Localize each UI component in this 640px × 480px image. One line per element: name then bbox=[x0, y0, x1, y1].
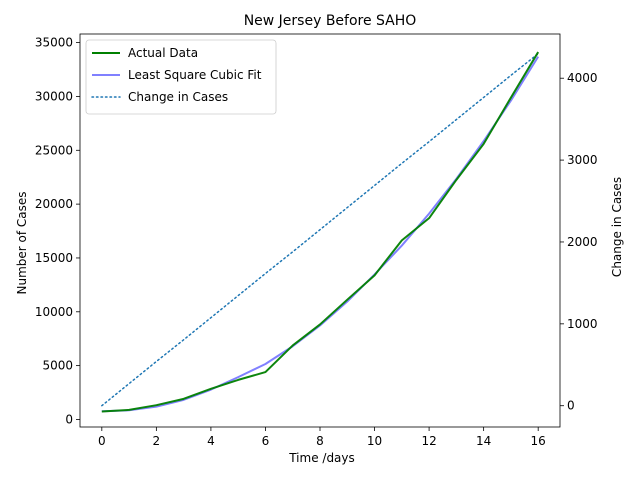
y2-axis-label: Change in Cases bbox=[610, 177, 624, 277]
series-line-3 bbox=[101, 52, 539, 407]
x-tick-label: 16 bbox=[531, 434, 546, 448]
y-tick-label: 35000 bbox=[35, 36, 73, 50]
x-axis-label: Time /days bbox=[288, 451, 355, 465]
y-tick-label: 10000 bbox=[35, 305, 73, 319]
x-tick-label: 10 bbox=[367, 434, 382, 448]
plot-area bbox=[101, 51, 540, 413]
x-tick-label: 8 bbox=[316, 434, 324, 448]
series-line-1 bbox=[101, 51, 540, 413]
x-tick-label: 6 bbox=[262, 434, 270, 448]
y2-tick-label: 2000 bbox=[567, 235, 598, 249]
y-tick-label: 25000 bbox=[35, 143, 73, 157]
y-tick-label: 30000 bbox=[35, 89, 73, 103]
axes: 0 2 4 6 8 10 12 14 16050001000015000200002500030… bbox=[35, 33, 598, 448]
y-tick-label: 5000 bbox=[42, 359, 73, 373]
x-tick-label: 14 bbox=[476, 434, 491, 448]
y-tick-label: 20000 bbox=[35, 197, 73, 211]
chart-title: New Jersey Before SAHO bbox=[244, 13, 417, 29]
legend: Actual Data Least Square Cubic Fit Change … bbox=[85, 39, 277, 115]
x-tick-label: 0 bbox=[98, 434, 106, 448]
legend-box bbox=[85, 39, 277, 115]
x-tick-label: 12 bbox=[421, 434, 436, 448]
legend-label-3: Change in Cases bbox=[128, 90, 228, 104]
legend-label-2: Least Square Cubic Fit bbox=[128, 68, 262, 82]
y2-tick-label: 4000 bbox=[567, 71, 598, 85]
y-tick-label: 0 bbox=[65, 412, 73, 426]
y2-tick-label: 3000 bbox=[567, 153, 598, 167]
y2-tick-label: 1000 bbox=[567, 317, 598, 331]
x-tick-label: 2 bbox=[153, 434, 161, 448]
y-axis-label: Number of Cases bbox=[15, 191, 29, 294]
y-tick-label: 15000 bbox=[35, 251, 73, 265]
legend-label-1: Actual Data bbox=[128, 46, 198, 60]
x-tick-label: 4 bbox=[207, 434, 215, 448]
y2-tick-label: 0 bbox=[567, 399, 575, 413]
